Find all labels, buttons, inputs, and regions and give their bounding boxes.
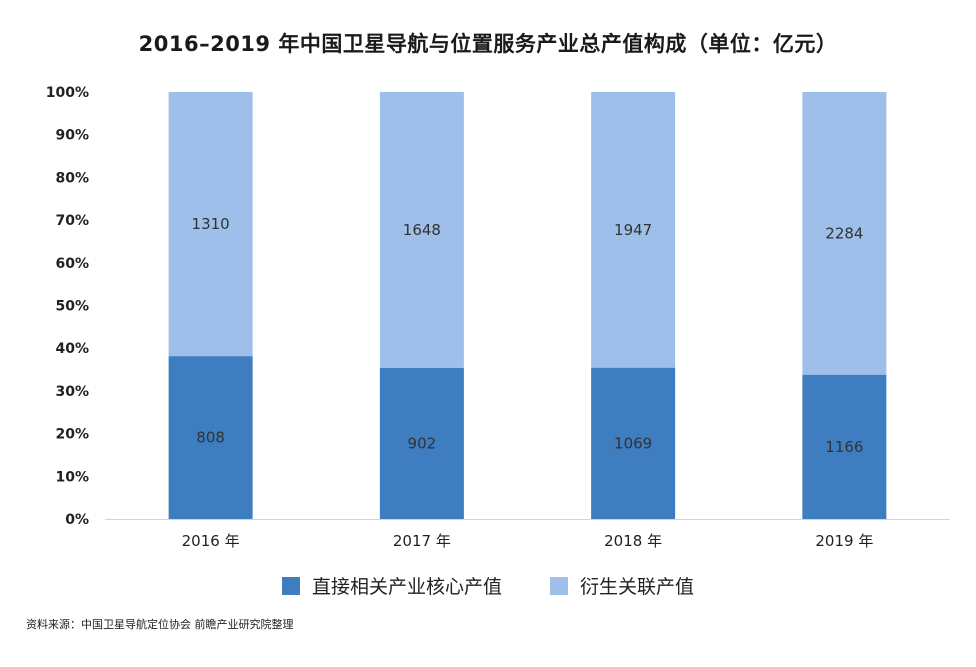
- bar-segment-derived: [591, 92, 676, 368]
- source-note: 资料来源：中国卫星导航定位协会 前瞻产业研究院整理: [26, 618, 294, 631]
- data-label: 1947: [614, 221, 652, 239]
- bar-segment-core: [802, 374, 887, 519]
- data-label: 2284: [825, 224, 863, 242]
- x-tick-label: 2019 年: [815, 532, 873, 550]
- y-tick-label: 20%: [55, 427, 89, 443]
- legend: 直接相关产业核心产值 衍生关联产值: [0, 572, 976, 599]
- y-tick-label: 50%: [55, 299, 89, 315]
- data-label: 902: [408, 434, 437, 452]
- y-tick-label: 0%: [65, 512, 89, 528]
- x-tick-label: 2016 年: [182, 532, 240, 550]
- x-tick-label: 2018 年: [604, 532, 662, 550]
- bar-segment-core: [168, 356, 253, 519]
- legend-swatch-derived: [550, 576, 568, 595]
- data-label: 1069: [614, 434, 652, 452]
- bar-segment-derived: [802, 92, 887, 375]
- y-tick-label: 70%: [55, 213, 89, 229]
- bar-segment-core: [591, 367, 676, 519]
- stacked-bar-chart: 0% 10% 20% 30% 40% 50% 60% 70% 80% 90% 100% 808 1310…: [46, 85, 950, 550]
- legend-item-core: 直接相关产业核心产值: [281, 572, 502, 599]
- legend-label-derived: 衍生关联产值: [580, 576, 695, 598]
- data-label: 808: [196, 429, 225, 447]
- legend-label-core: 直接相关产业核心产值: [311, 576, 502, 598]
- legend-item-derived: 衍生关联产值: [550, 572, 694, 599]
- chart-title: 2016–2019 年中国卫星导航与位置服务产业总产值构成（单位：亿元）: [138, 32, 838, 56]
- data-label: 1310: [192, 215, 230, 233]
- x-tick-label: 2017 年: [393, 532, 451, 550]
- data-label: 1648: [403, 221, 441, 239]
- bar-segment-core: [379, 367, 464, 519]
- y-tick-label: 90%: [55, 128, 89, 144]
- y-tick-label: 40%: [55, 341, 89, 357]
- y-tick-label: 80%: [55, 170, 89, 186]
- bar-segment-derived: [168, 92, 253, 357]
- y-tick-label: 30%: [55, 384, 89, 400]
- bar-segment-derived: [379, 92, 464, 368]
- y-tick-label: 60%: [55, 256, 89, 272]
- y-tick-label: 100%: [46, 85, 89, 101]
- data-label: 1166: [825, 438, 863, 456]
- legend-swatch-core: [281, 576, 300, 595]
- y-tick-label: 10%: [55, 469, 89, 485]
